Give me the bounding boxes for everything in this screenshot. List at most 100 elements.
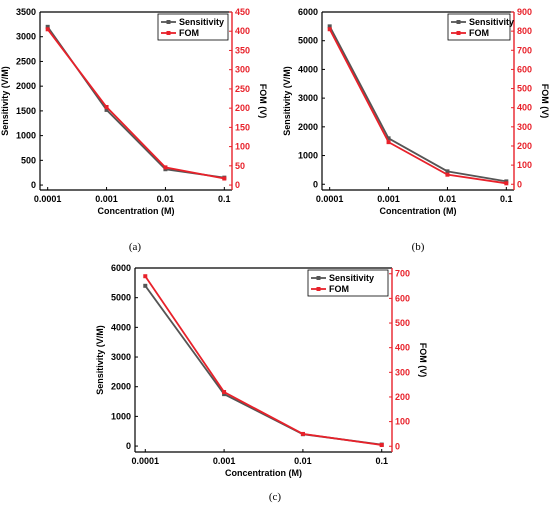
legend-box [157,13,229,41]
y2-tick-label: 600 [517,64,532,74]
y2-tick-label: 200 [395,392,410,402]
fom-point [222,390,227,395]
y2-tick-label: 200 [235,103,250,113]
fom-point [327,27,332,32]
legend-box [307,269,389,297]
y-tick-label: 4000 [298,64,318,74]
x-tick-label: 0.01 [294,456,312,466]
legend-marker [166,31,171,35]
chart-panel-b: 0 1000 2000 3000 4000 5000 6000 0 100 200 300 400 50… [282,7,550,253]
fom-point [143,274,148,279]
fom-point [300,431,305,436]
legend-label: Sensitivity [179,17,224,27]
y2-tick-label: 300 [517,122,532,132]
fom-line [46,28,225,180]
fom-point [379,443,384,448]
legend-marker [456,31,461,35]
fom-point [222,176,227,181]
y-tick-label: 3000 [298,93,318,103]
y-tick-label: 3000 [111,352,131,362]
fom-line [144,275,382,446]
x-tick-label: 0.001 [95,194,118,204]
y-tick-label: 500 [21,155,36,165]
y2-tick-label: 0 [395,441,400,451]
panel-caption: (a) [129,241,142,253]
legend-label: FOM [469,28,489,38]
y-tick-label: 1000 [298,151,318,161]
x-tick-label: 0.001 [213,456,236,466]
fom-point [445,172,450,177]
x-tick-label: 0.01 [157,194,175,204]
fom-point [104,104,109,109]
y2-axis-label: FOM (V) [258,84,268,119]
y2-tick-label: 450 [235,7,250,17]
y2-tick-label: 700 [395,269,410,279]
y2-tick-label: 100 [517,160,532,170]
y-tick-label: 3500 [16,7,36,17]
x-tick-label: 0.001 [377,194,400,204]
y-tick-label: 0 [31,180,36,190]
y2-tick-label: 300 [395,367,410,377]
y-tick-label: 3000 [16,32,36,42]
y-tick-label: 6000 [298,7,318,17]
legend-marker [316,287,321,291]
y2-axis-label: FOM (V) [418,343,428,378]
fom-point [504,181,509,186]
chart-panel-c: 0 1000 2000 3000 4000 5000 6000 0 100 200 300 400 50… [95,263,428,503]
y-axis-label: Sensitivity (V/M) [282,66,292,136]
y2-tick-label: 400 [235,26,250,36]
panel-caption: (b) [412,241,425,253]
y2-tick-label: 800 [517,26,532,36]
sensitivity-line [46,26,225,179]
sensitivity-point [104,107,109,112]
y2-tick-label: 250 [235,84,250,94]
sensitivity-point [445,169,450,174]
y2-tick-label: 500 [395,318,410,328]
x-tick-label: 0.0001 [132,456,160,466]
sensitivity-point [45,24,50,29]
y2-tick-label: 400 [395,343,410,353]
x-tick-label: 0.1 [500,194,513,204]
y-tick-label: 5000 [298,36,318,46]
x-tick-label: 0.0001 [316,194,344,204]
sensitivity-point [327,24,332,29]
sensitivity-point [386,136,391,141]
y2-tick-label: 700 [517,45,532,55]
y-tick-label: 2000 [298,122,318,132]
fom-line [328,28,507,185]
x-tick-label: 0.1 [375,456,388,466]
y2-tick-label: 300 [235,65,250,75]
legend-marker [166,20,171,24]
y2-tick-label: 0 [235,180,240,190]
fom-point [163,165,168,170]
x-axis-label: Concentration (M) [98,206,175,216]
legend-label: Sensitivity [329,273,374,283]
x-axis-label: Concentration (M) [380,206,457,216]
y2-tick-label: 150 [235,122,250,132]
y-axis-label: Sensitivity (V/M) [0,66,10,136]
y-axis-label: Sensitivity (V/M) [95,325,105,395]
y-tick-label: 2000 [111,382,131,392]
x-tick-label: 0.0001 [34,194,62,204]
y-tick-label: 2500 [16,56,36,66]
y2-tick-label: 0 [517,179,522,189]
y-tick-label: 0 [313,179,318,189]
sensitivity-point [143,283,148,288]
y-tick-label: 1500 [16,106,36,116]
y2-tick-label: 400 [517,103,532,113]
y2-tick-label: 100 [235,142,250,152]
sensitivity-line [144,285,382,446]
x-axis-label: Concentration (M) [225,468,302,478]
legend-marker [316,276,321,280]
panel-caption: (c) [269,491,282,503]
y2-tick-label: 350 [235,45,250,55]
y-tick-label: 4000 [111,322,131,332]
legend-label: Sensitivity [469,17,514,27]
y2-tick-label: 200 [517,141,532,151]
y2-tick-label: 100 [395,417,410,427]
legend-label: FOM [179,28,199,38]
y2-tick-label: 600 [395,293,410,303]
y-tick-label: 0 [126,441,131,451]
sensitivity-line [328,25,507,183]
